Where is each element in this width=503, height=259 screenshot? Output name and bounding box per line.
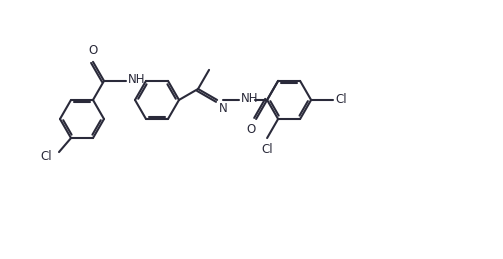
Text: O: O <box>89 44 98 57</box>
Text: NH: NH <box>128 73 145 87</box>
Text: N: N <box>219 102 228 115</box>
Text: Cl: Cl <box>261 143 273 156</box>
Text: NH: NH <box>241 92 259 105</box>
Text: O: O <box>246 123 256 136</box>
Text: Cl: Cl <box>40 149 52 163</box>
Text: Cl: Cl <box>335 93 347 106</box>
